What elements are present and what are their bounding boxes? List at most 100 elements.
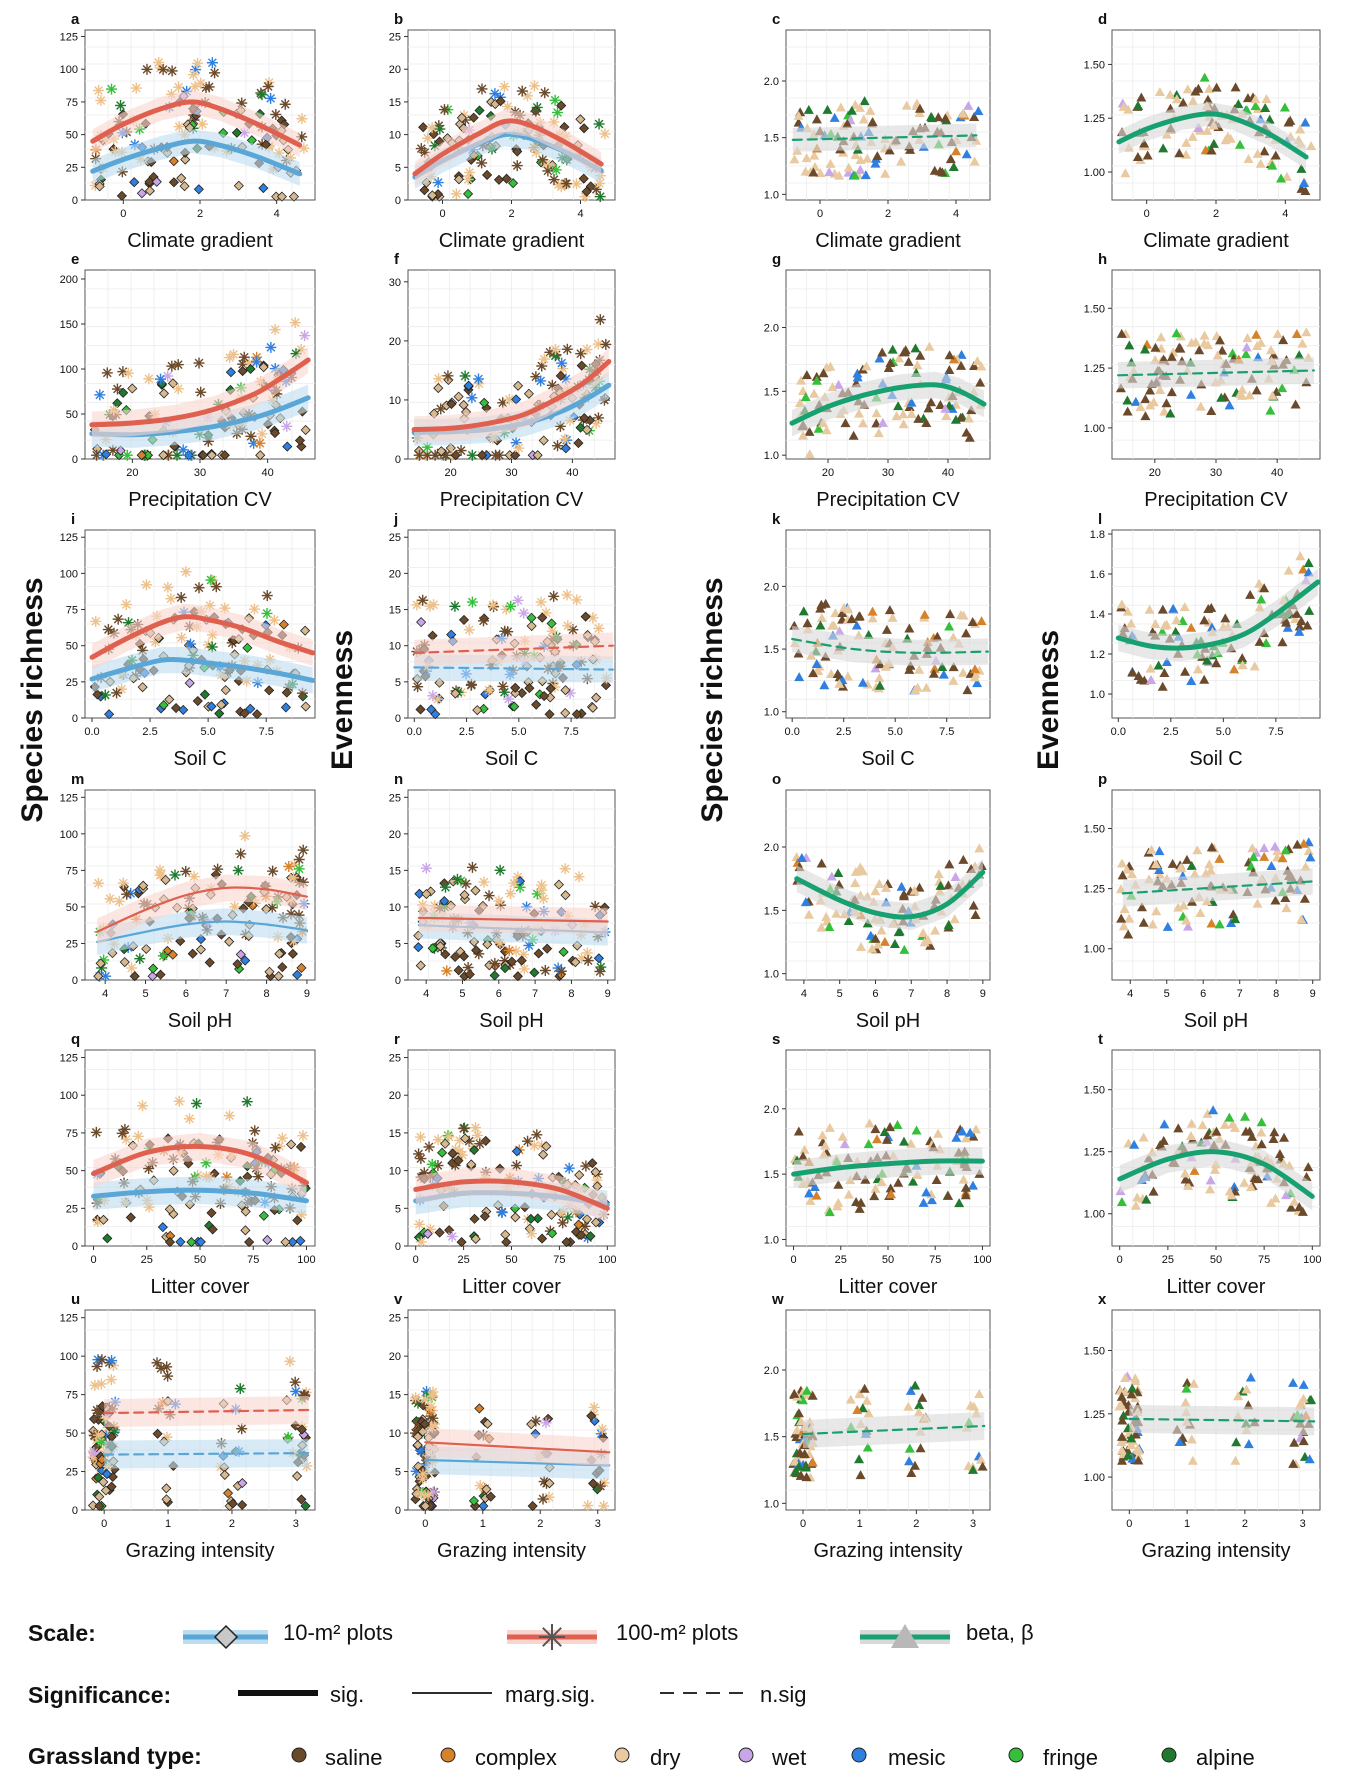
- triangle-point: [872, 151, 883, 161]
- star-point: [563, 621, 573, 631]
- star-point: [523, 91, 532, 101]
- triangle-point: [1233, 99, 1244, 109]
- x-tick-label: 8: [568, 988, 574, 1000]
- diamond-point: [544, 709, 555, 720]
- panel-letter: d: [1098, 11, 1107, 28]
- x-axis-label: Litter cover: [151, 1276, 250, 1298]
- y-tick-label: 10: [389, 1166, 401, 1178]
- star-point: [108, 445, 118, 455]
- triangle-point: [815, 168, 826, 178]
- triangle-point: [1120, 168, 1131, 178]
- diamond-point: [472, 705, 483, 716]
- y-tick-label: 1.50: [1084, 303, 1105, 315]
- diamond-point: [273, 971, 284, 982]
- star-point: [117, 684, 126, 694]
- diamond-point: [578, 123, 590, 134]
- triangle-point: [855, 164, 866, 174]
- diamond-point: [101, 449, 112, 460]
- triangle-point: [887, 344, 898, 354]
- star-point: [441, 450, 451, 460]
- star-point: [427, 123, 437, 133]
- triangle-point: [1179, 602, 1190, 612]
- star-point: [181, 567, 191, 577]
- triangle-point: [796, 375, 807, 385]
- star-point: [257, 429, 267, 439]
- triangle-point: [1142, 150, 1153, 160]
- x-tick-label: 25: [457, 1254, 469, 1266]
- triangle-point: [867, 606, 878, 616]
- triangle-point: [883, 362, 894, 372]
- diamond-point: [600, 680, 612, 691]
- diamond-point: [531, 699, 542, 710]
- star-point: [155, 865, 165, 875]
- triangle-point: [1139, 675, 1150, 685]
- x-tick-label: 8: [1273, 988, 1279, 1000]
- panel-letter: q: [71, 1031, 80, 1048]
- triangle-point: [867, 613, 878, 623]
- diamond-point: [167, 378, 179, 389]
- star-point: [96, 96, 106, 105]
- diamond-point: [512, 380, 524, 391]
- y-tick-label: 100: [60, 1090, 78, 1102]
- triangle-point: [940, 113, 951, 123]
- triangle-point: [935, 399, 946, 409]
- star-point: [503, 627, 513, 637]
- panel-letter: o: [772, 771, 781, 788]
- triangle-point: [1301, 327, 1312, 337]
- star-point: [297, 114, 307, 124]
- confidence-band: [1118, 102, 1307, 169]
- x-tick-label: 5.0: [200, 726, 215, 738]
- diamond-point: [453, 391, 464, 402]
- star-point: [211, 582, 221, 592]
- triangle-point: [1175, 331, 1186, 341]
- triangle-point: [1267, 160, 1278, 170]
- star-point: [158, 951, 168, 961]
- star-point: [491, 450, 500, 460]
- x-tick-label: 6: [496, 988, 502, 1000]
- triangle-point: [1277, 637, 1288, 647]
- triangle-point: [861, 361, 872, 371]
- star-point: [536, 376, 546, 386]
- star-point: [561, 374, 571, 384]
- panel-letter: c: [772, 11, 780, 28]
- star-point: [550, 95, 560, 105]
- star-point: [154, 58, 164, 67]
- triangle-point: [1206, 602, 1217, 612]
- diamond-point: [164, 694, 175, 705]
- triangle-point: [1202, 94, 1213, 104]
- star-point: [194, 358, 204, 368]
- y-tick-label: 2.0: [764, 581, 779, 593]
- diamond-point: [300, 625, 311, 636]
- diamond-point: [235, 949, 246, 960]
- x-tick-label: 0: [439, 208, 445, 220]
- triangle-point: [1267, 390, 1278, 400]
- diamond-point: [510, 682, 521, 693]
- triangle-point: [1296, 183, 1307, 193]
- star-point: [174, 82, 184, 92]
- diamond-point: [591, 692, 602, 703]
- triangle-point: [1265, 345, 1276, 355]
- star-point: [503, 102, 512, 111]
- diamond-point: [581, 424, 593, 435]
- diamond-point: [579, 413, 590, 424]
- triangle-point: [1159, 406, 1170, 416]
- triangle-point: [944, 621, 955, 631]
- star-point: [158, 65, 168, 74]
- y-tick-label: 2.0: [764, 322, 779, 334]
- triangle-point: [1220, 613, 1231, 623]
- x-tick-label: 9: [605, 988, 611, 1000]
- y-tick-label: 50: [66, 130, 78, 142]
- triangle-point: [1194, 345, 1205, 355]
- diamond-point: [526, 620, 537, 632]
- diamond-point: [300, 701, 311, 712]
- triangle-point: [1144, 604, 1155, 614]
- y-tick-label: 50: [66, 409, 78, 421]
- triangle-point: [816, 613, 827, 623]
- star-point: [184, 450, 193, 460]
- panel-r: r 0 5 10 15 20 25 0 25 50 75 100 Litter cover: [389, 1031, 617, 1298]
- y-tick-label: 0: [72, 454, 78, 466]
- triangle-point: [811, 375, 822, 385]
- star-point: [488, 600, 498, 610]
- confidence-band: [91, 346, 309, 438]
- diamond-point: [453, 174, 465, 185]
